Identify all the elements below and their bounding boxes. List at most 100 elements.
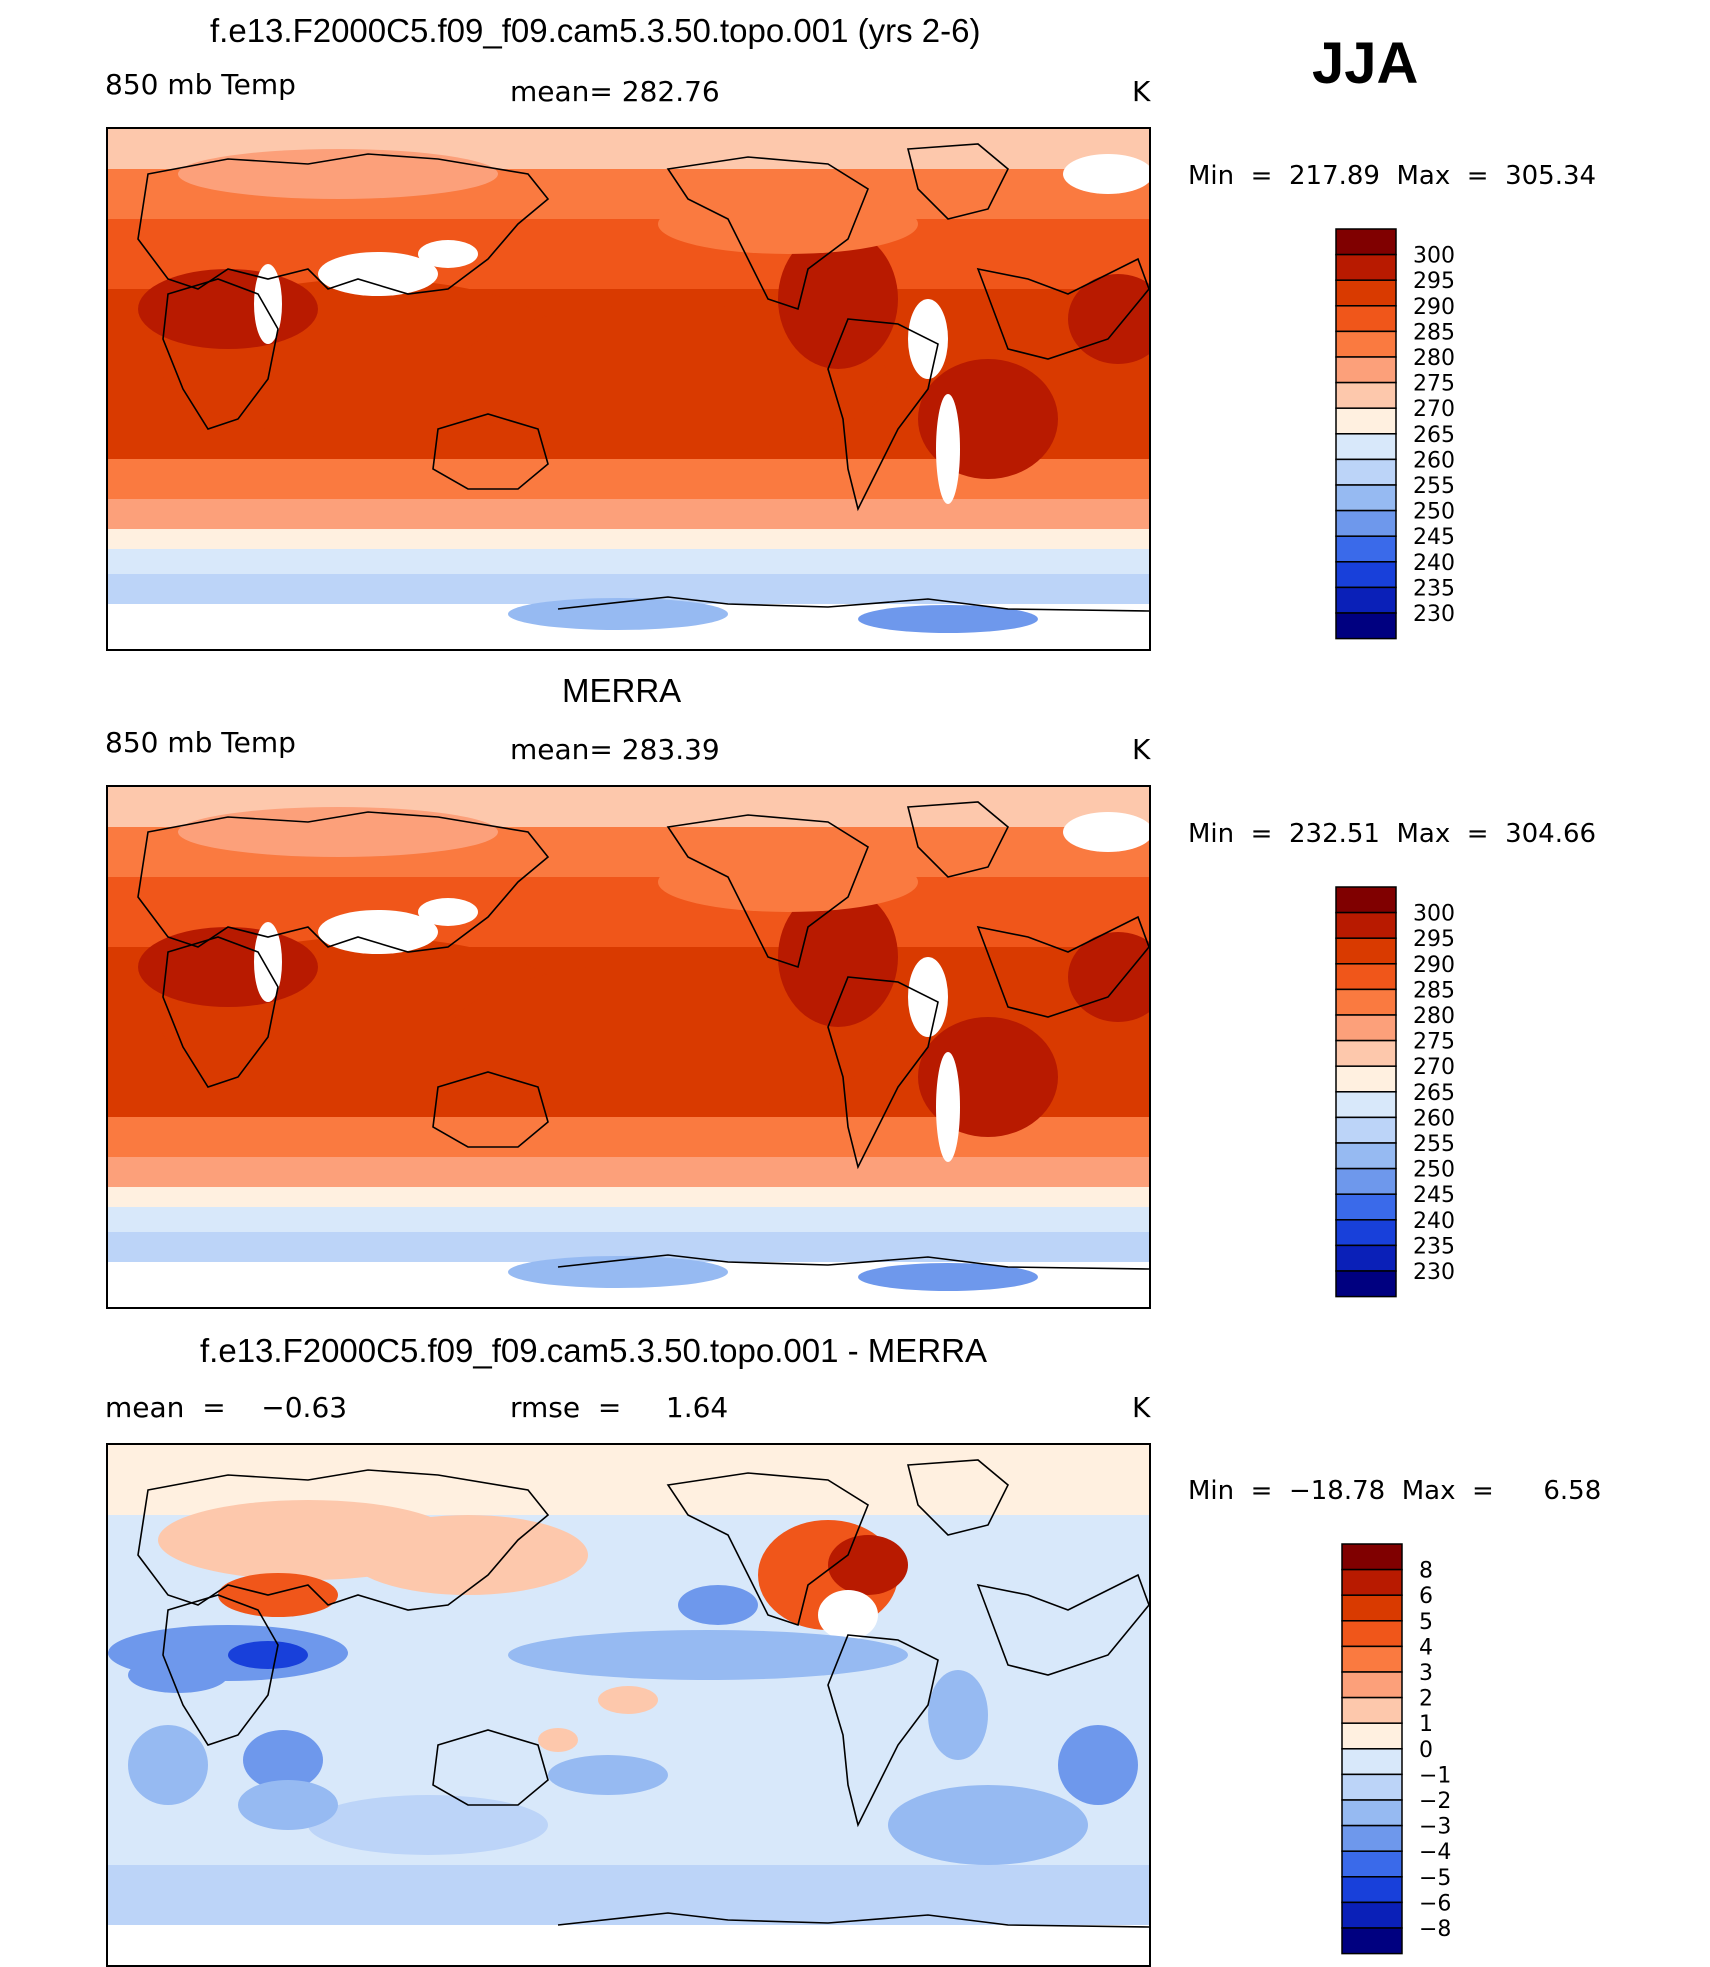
panel-2-units: K [1132,733,1151,766]
colorbar-tick-label: 250 [1413,500,1455,525]
coastline [162,278,279,430]
coastline [162,936,279,1088]
coastline [906,143,1009,220]
colorbar-swatch [1335,1065,1397,1093]
colorbar-tick-label: 1 [1419,1712,1433,1737]
colorbar-tick-label: 240 [1413,1209,1455,1234]
colorbar-swatch [1335,509,1397,537]
colorbar-swatch [1335,612,1397,640]
colorbar-tick-label: 290 [1413,953,1455,978]
panel-1-title: f.e13.F2000C5.f09_f09.cam5.3.50.topo.001… [210,12,981,49]
colorbar-tick-label: 2 [1419,1687,1433,1712]
coastline [432,413,549,490]
colorbar-swatch [1341,1748,1403,1776]
colorbar-swatch [1335,407,1397,435]
panel-2-mean-label: mean= 283.39 [510,733,720,766]
colorbar-tick-label: 245 [1413,1183,1455,1208]
colorbar-tick-label: 300 [1413,902,1455,927]
colorbar-tick-label: −5 [1419,1866,1451,1891]
colorbar-swatch [1335,1219,1397,1247]
colorbar-swatch [1335,484,1397,512]
colorbar-swatch [1341,1927,1403,1955]
colorbar-tick-label: −2 [1419,1789,1451,1814]
colorbar-swatch [1335,253,1397,281]
coastline [976,1573,1149,1676]
colorbar-swatch [1335,911,1397,939]
colorbar-tick-label: 255 [1413,474,1455,499]
panel-3-rmse-label: rmse = 1.64 [510,1391,729,1424]
colorbar-swatch [1335,1270,1397,1298]
panel-2-map [106,785,1151,1309]
colorbar-tick-label: 3 [1419,1661,1433,1686]
panel-2-minmax: Min = 232.51 Max = 304.66 [1188,819,1597,849]
colorbar-tick-label: −1 [1419,1763,1451,1788]
colorbar-swatch [1335,586,1397,614]
colorbar-tick-label: 235 [1413,1234,1455,1259]
panel-3-title: f.e13.F2000C5.f09_f09.cam5.3.50.topo.001… [200,1332,987,1369]
colorbar-swatch [1335,1244,1397,1272]
colorbar-tick-label: 295 [1413,269,1455,294]
colorbar-swatch [1335,1039,1397,1067]
panel-3-colorbar: 8 6 5 4 3 2 1 0 −1 −2 −3 −4 −5 −6 −8 [1341,1543,1481,1957]
colorbar-tick-label: 280 [1413,346,1455,371]
panel-1-map [106,127,1151,651]
colorbar-tick-label: 285 [1413,978,1455,1003]
colorbar-swatch [1335,458,1397,486]
colorbar-swatch [1335,356,1397,384]
panel-3-units: K [1132,1391,1151,1424]
colorbar-swatch [1335,330,1397,358]
colorbar-swatch [1341,1620,1403,1648]
coastline [666,814,869,969]
coastline [137,153,550,295]
colorbar-swatch [1335,1142,1397,1170]
colorbar-tick-label: −3 [1419,1815,1451,1840]
colorbar-swatch [1341,1594,1403,1622]
colorbar-swatch [1335,886,1397,914]
colorbar-swatch [1335,433,1397,461]
coastline [162,1594,279,1746]
colorbar-tick-label: 0 [1419,1738,1433,1763]
colorbar-tick-label: −6 [1419,1891,1451,1916]
colorbar-swatch [1335,1193,1397,1221]
colorbar-swatch [1335,1116,1397,1144]
colorbar-tick-label: 270 [1413,397,1455,422]
coastline [906,801,1009,878]
colorbar-swatch [1341,1645,1403,1673]
colorbar-swatch [1335,1014,1397,1042]
panel-1-colorbar: 300 295 290 285 280 275 270 265 260 255 250 245 240 2… [1335,228,1475,642]
panel-3-map [106,1443,1151,1967]
colorbar-tick-label: 265 [1413,423,1455,448]
colorbar-tick-label: 295 [1413,927,1455,952]
coastline [976,257,1149,360]
panel-1-minmax: Min = 217.89 Max = 305.34 [1188,161,1597,191]
colorbar-tick-label: 275 [1413,372,1455,397]
colorbar-tick-label: 280 [1413,1004,1455,1029]
coastline [827,318,939,512]
colorbar-tick-label: 290 [1413,295,1455,320]
colorbar-swatch [1335,963,1397,991]
colorbar-swatch [1341,1876,1403,1904]
colorbar-swatch [1341,1773,1403,1801]
colorbar-swatch [1335,1167,1397,1195]
colorbar-tick-label: 260 [1413,1106,1455,1131]
panel-2-colorbar: 300 295 290 285 280 275 270 265 260 255 250 245 240 2… [1335,886,1475,1300]
colorbar-swatch [1341,1824,1403,1852]
colorbar-swatch [1335,305,1397,333]
coastline [666,1472,869,1627]
colorbar-tick-label: 255 [1413,1132,1455,1157]
coastline [976,915,1149,1018]
panel-1-mean-label: mean= 282.76 [510,75,720,108]
colorbar-tick-label: 275 [1413,1030,1455,1055]
colorbar-swatch [1335,381,1397,409]
colorbar-tick-label: 230 [1413,1260,1455,1285]
coastline [906,1459,1009,1536]
colorbar-swatch [1335,535,1397,563]
colorbar-swatch [1341,1722,1403,1750]
colorbar-swatch [1335,937,1397,965]
colorbar-tick-label: 245 [1413,525,1455,550]
colorbar-tick-label: 250 [1413,1158,1455,1183]
colorbar-swatch [1335,279,1397,307]
coastline [557,1912,1149,1928]
colorbar-tick-label: 5 [1419,1610,1433,1635]
colorbar-tick-label: 230 [1413,602,1455,627]
